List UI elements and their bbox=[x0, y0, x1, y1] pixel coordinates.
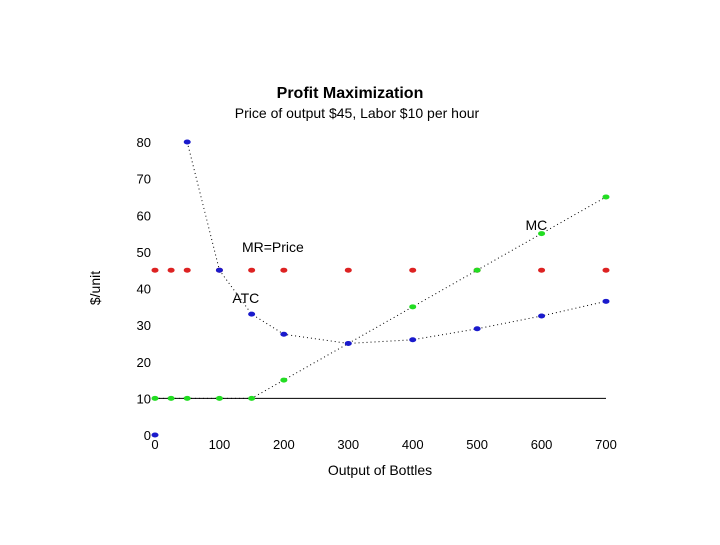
annotation-atc: ATC bbox=[232, 290, 259, 306]
mc-point bbox=[280, 377, 288, 383]
mr-price-point bbox=[409, 267, 417, 273]
mr-price-point bbox=[183, 267, 191, 273]
mr-price-point bbox=[248, 267, 256, 273]
annotation-mc: MC bbox=[525, 217, 547, 233]
mc-point bbox=[409, 304, 417, 310]
atc-point bbox=[473, 326, 481, 332]
atc-point bbox=[215, 267, 223, 273]
x-tick-label: 0 bbox=[151, 437, 158, 452]
x-tick-label: 600 bbox=[531, 437, 553, 452]
atc-point bbox=[344, 340, 352, 346]
mc-point bbox=[215, 395, 223, 401]
chart-subtitle: Price of output $45, Labor $10 per hour bbox=[235, 105, 480, 121]
mc-point bbox=[151, 395, 159, 401]
y-tick-label: 70 bbox=[137, 172, 151, 187]
series-points bbox=[151, 139, 610, 438]
mr-price-point bbox=[151, 267, 159, 273]
mr-price-point bbox=[280, 267, 288, 273]
x-tick-label: 500 bbox=[466, 437, 488, 452]
mr-price-point bbox=[344, 267, 352, 273]
series-lines bbox=[155, 141, 607, 399]
atc-point bbox=[409, 337, 417, 343]
atc-point bbox=[538, 313, 546, 319]
mc-series-line bbox=[155, 196, 607, 399]
x-tick-label: 700 bbox=[595, 437, 617, 452]
x-axis-label: Output of Bottles bbox=[328, 462, 432, 478]
mc-point bbox=[602, 194, 610, 200]
mc-point bbox=[167, 395, 175, 401]
atc-point bbox=[151, 432, 159, 438]
ticks-layer: 0 100 200 300 400 500 600 700 0 10 20 30 40 50 60 70 80 bbox=[137, 135, 617, 452]
y-axis-label: $/unit bbox=[87, 271, 103, 305]
y-tick-label: 80 bbox=[137, 135, 151, 150]
annotation-mr-price: MR=Price bbox=[242, 239, 304, 255]
atc-point bbox=[280, 331, 288, 337]
x-tick-label: 300 bbox=[337, 437, 359, 452]
y-tick-label: 30 bbox=[137, 318, 151, 333]
atc-point bbox=[183, 139, 191, 145]
y-tick-label: 20 bbox=[137, 355, 151, 370]
annotations: MR=Price ATC MC bbox=[232, 217, 547, 306]
y-tick-label: 50 bbox=[137, 245, 151, 260]
mc-point bbox=[183, 395, 191, 401]
atc-point bbox=[602, 298, 610, 304]
x-tick-label: 400 bbox=[402, 437, 424, 452]
mc-point bbox=[248, 395, 256, 401]
mc-point bbox=[473, 267, 481, 273]
atc-point bbox=[248, 311, 256, 317]
mr-price-point bbox=[602, 267, 610, 273]
y-tick-label: 10 bbox=[137, 391, 151, 406]
mr-price-point bbox=[167, 267, 175, 273]
y-tick-label: 0 bbox=[144, 428, 151, 443]
y-tick-label: 40 bbox=[137, 282, 151, 297]
x-tick-label: 200 bbox=[273, 437, 295, 452]
y-tick-label: 60 bbox=[137, 208, 151, 223]
x-tick-label: 100 bbox=[209, 437, 231, 452]
chart-title: Profit Maximization bbox=[277, 85, 424, 102]
mc-point bbox=[538, 231, 546, 237]
mr-price-point bbox=[538, 267, 546, 273]
